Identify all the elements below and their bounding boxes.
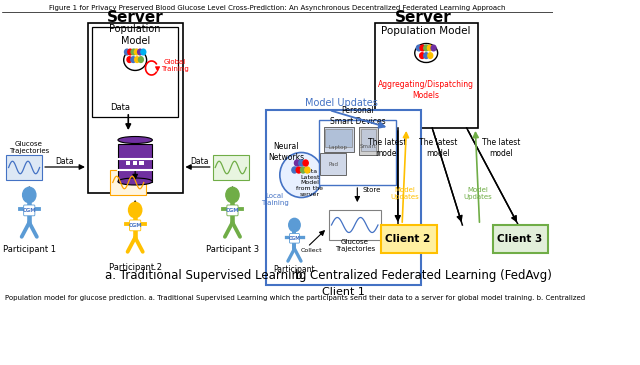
Bar <box>110 170 147 195</box>
Text: Population
Model: Population Model <box>109 24 161 46</box>
Text: CGM: CGM <box>289 236 300 241</box>
Bar <box>324 127 354 152</box>
Text: Data: Data <box>55 158 74 166</box>
Circle shape <box>131 49 136 55</box>
Text: Data: Data <box>191 158 209 166</box>
Circle shape <box>420 45 425 51</box>
Circle shape <box>299 160 304 166</box>
Circle shape <box>141 49 146 55</box>
Text: Pad: Pad <box>328 161 338 166</box>
Text: Client 3: Client 3 <box>497 234 543 244</box>
Ellipse shape <box>124 50 147 70</box>
Circle shape <box>289 218 300 232</box>
Bar <box>125 161 130 165</box>
Text: Laptop: Laptop <box>329 145 348 150</box>
Circle shape <box>292 167 297 173</box>
Circle shape <box>294 160 300 166</box>
Circle shape <box>138 49 143 55</box>
Text: Population model for glucose prediction. a. Traditional Supervised Learning whic: Population model for glucose prediction.… <box>5 295 585 301</box>
Bar <box>359 127 378 155</box>
Bar <box>374 23 478 128</box>
Bar <box>320 153 346 175</box>
Text: The latest
model: The latest model <box>482 138 520 158</box>
Text: CGM: CGM <box>22 208 36 213</box>
Text: Global
Training: Global Training <box>161 58 189 72</box>
Circle shape <box>428 45 433 51</box>
Text: Data: Data <box>111 104 131 112</box>
Text: Model
Updates: Model Updates <box>463 187 492 200</box>
Bar <box>381 225 436 253</box>
Circle shape <box>134 49 140 55</box>
Text: Participant 1: Participant 1 <box>3 246 56 254</box>
Text: CGM: CGM <box>129 223 142 228</box>
Text: Collect: Collect <box>301 247 323 253</box>
Text: Client 1: Client 1 <box>322 287 365 297</box>
Text: Glucose
Trajectories: Glucose Trajectories <box>335 238 375 251</box>
Bar <box>212 155 249 180</box>
Bar <box>266 110 421 285</box>
Circle shape <box>431 45 436 51</box>
Circle shape <box>129 202 142 218</box>
Text: Data
Latest
Model
from the
server: Data Latest Model from the server <box>296 169 323 197</box>
Text: Local
Training: Local Training <box>260 193 289 207</box>
Text: Participant 2: Participant 2 <box>109 264 162 273</box>
Circle shape <box>417 45 421 51</box>
Circle shape <box>131 57 136 62</box>
Text: Aggregating/Dispatching
Models: Aggregating/Dispatching Models <box>378 80 474 100</box>
Text: Server: Server <box>396 11 452 26</box>
Bar <box>329 210 381 240</box>
Ellipse shape <box>280 153 323 197</box>
Circle shape <box>301 167 306 173</box>
FancyBboxPatch shape <box>129 220 141 231</box>
Circle shape <box>127 57 132 62</box>
Text: Glucose
Trajectories: Glucose Trajectories <box>8 142 49 154</box>
Text: Store: Store <box>363 187 381 193</box>
Text: a. Traditional Supervised Learning: a. Traditional Supervised Learning <box>105 269 307 281</box>
Bar <box>132 161 137 165</box>
Bar <box>319 120 396 185</box>
Circle shape <box>424 45 429 51</box>
Bar <box>361 129 376 151</box>
FancyBboxPatch shape <box>289 234 300 243</box>
Circle shape <box>420 53 424 58</box>
Circle shape <box>424 53 429 58</box>
Text: The latest
model: The latest model <box>419 138 458 158</box>
Text: Model
Updates: Model Updates <box>390 187 419 200</box>
Circle shape <box>305 167 310 173</box>
Text: Smart: Smart <box>360 145 377 150</box>
Circle shape <box>138 57 143 62</box>
Circle shape <box>428 53 433 58</box>
Ellipse shape <box>415 43 438 62</box>
FancyBboxPatch shape <box>227 205 238 216</box>
Text: Participant: Participant <box>274 265 316 274</box>
Text: Figure 1 for Privacy Preserved Blood Glucose Level Cross-Prediction: An Asynchro: Figure 1 for Privacy Preserved Blood Glu… <box>49 5 506 11</box>
Text: Population Model: Population Model <box>381 26 471 36</box>
Circle shape <box>226 187 239 203</box>
Text: Model Updates: Model Updates <box>305 98 378 108</box>
Circle shape <box>128 49 132 55</box>
FancyBboxPatch shape <box>24 205 35 216</box>
Text: Personal
Smart Devices: Personal Smart Devices <box>330 106 385 126</box>
Text: CGM: CGM <box>226 208 239 213</box>
Circle shape <box>125 49 129 55</box>
Bar <box>92 27 178 117</box>
Text: Server: Server <box>107 11 164 26</box>
Bar <box>6 155 42 180</box>
Text: b. Centralized Federated Learning (FedAvg): b. Centralized Federated Learning (FedAv… <box>295 269 552 281</box>
Text: Client 2: Client 2 <box>385 234 431 244</box>
Bar <box>88 23 182 193</box>
Circle shape <box>134 57 140 62</box>
Bar <box>140 161 144 165</box>
Text: Participant 3: Participant 3 <box>206 246 259 254</box>
Text: The latest
model: The latest model <box>368 138 406 158</box>
Bar <box>118 143 152 181</box>
Circle shape <box>22 187 36 203</box>
Circle shape <box>303 160 308 166</box>
Text: Neural
Networks: Neural Networks <box>268 142 304 162</box>
Ellipse shape <box>118 137 152 143</box>
Bar <box>326 129 352 147</box>
Bar <box>493 225 548 253</box>
Circle shape <box>296 167 301 173</box>
Ellipse shape <box>118 178 152 185</box>
